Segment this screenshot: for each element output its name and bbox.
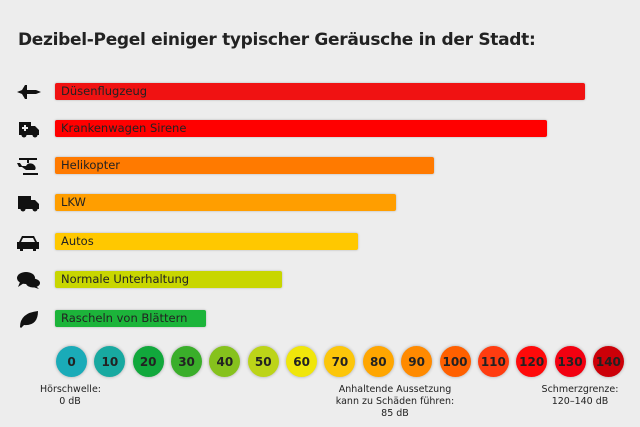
scale-circle: 100 [439, 346, 471, 377]
bar: Normale Unterhaltung [55, 271, 283, 288]
truck-icon [16, 193, 42, 213]
annotation-line: 120–140 dB [551, 396, 609, 407]
car-icon [16, 232, 42, 252]
scale-circle: 50 [247, 346, 279, 377]
bar-label: LKW [61, 195, 86, 209]
annotation-hearing-threshold: Hörschwelle: 0 dB [40, 384, 101, 408]
scale-circle: 130 [554, 346, 586, 377]
bar: LKW [55, 194, 396, 211]
bar-label: Krankenwagen Sirene [61, 121, 187, 135]
scale-circle: 40 [209, 346, 241, 377]
jet-plane-icon [16, 82, 42, 102]
bar-label: Autos [61, 234, 94, 248]
scale-circle: 110 [477, 346, 509, 377]
scale-circle: 120 [516, 346, 548, 377]
annotation-line: 0 dB [59, 396, 81, 407]
bar-label: Rascheln von Blättern [61, 311, 188, 325]
ambulance-icon [16, 119, 42, 139]
scale-circle: 90 [401, 346, 433, 377]
annotation-pain-threshold: Schmerzgrenze: 120–140 dB [525, 384, 635, 408]
bar: Rascheln von Blättern [55, 310, 207, 327]
chart-title: Dezibel-Pegel einiger typischer Geräusch… [18, 30, 536, 50]
bar: Autos [55, 233, 358, 250]
annotation-damage: Anhaltende Aussetzung kann zu Schäden fü… [320, 384, 470, 420]
scale-circle: 60 [286, 346, 318, 377]
annotation-line: Hörschwelle: [40, 384, 101, 395]
bar-label: Düsenflugzeug [61, 84, 148, 98]
helicopter-icon [16, 156, 42, 176]
scale-circle: 140 [592, 346, 624, 377]
bar: Helikopter [55, 157, 434, 174]
annotation-line: Schmerzgrenze: [541, 384, 619, 395]
scale-circle: 80 [362, 346, 394, 377]
speech-bubbles-icon [16, 270, 42, 290]
scale-circle: 20 [132, 346, 164, 377]
bar: Düsenflugzeug [55, 83, 585, 100]
annotation-line: Anhaltende Aussetzung [338, 384, 452, 395]
annotation-line: kann zu Schäden führen: [335, 396, 455, 407]
scale-circle: 10 [94, 346, 126, 377]
scale-circle: 70 [324, 346, 356, 377]
scale-circle: 30 [171, 346, 203, 377]
bar-label: Helikopter [61, 158, 121, 172]
bar-label: Normale Unterhaltung [61, 272, 190, 286]
annotation-line: 85 dB [381, 408, 409, 419]
leaf-icon [16, 309, 42, 329]
scale-circle: 0 [56, 346, 87, 377]
bar: Krankenwagen Sirene [55, 120, 548, 137]
